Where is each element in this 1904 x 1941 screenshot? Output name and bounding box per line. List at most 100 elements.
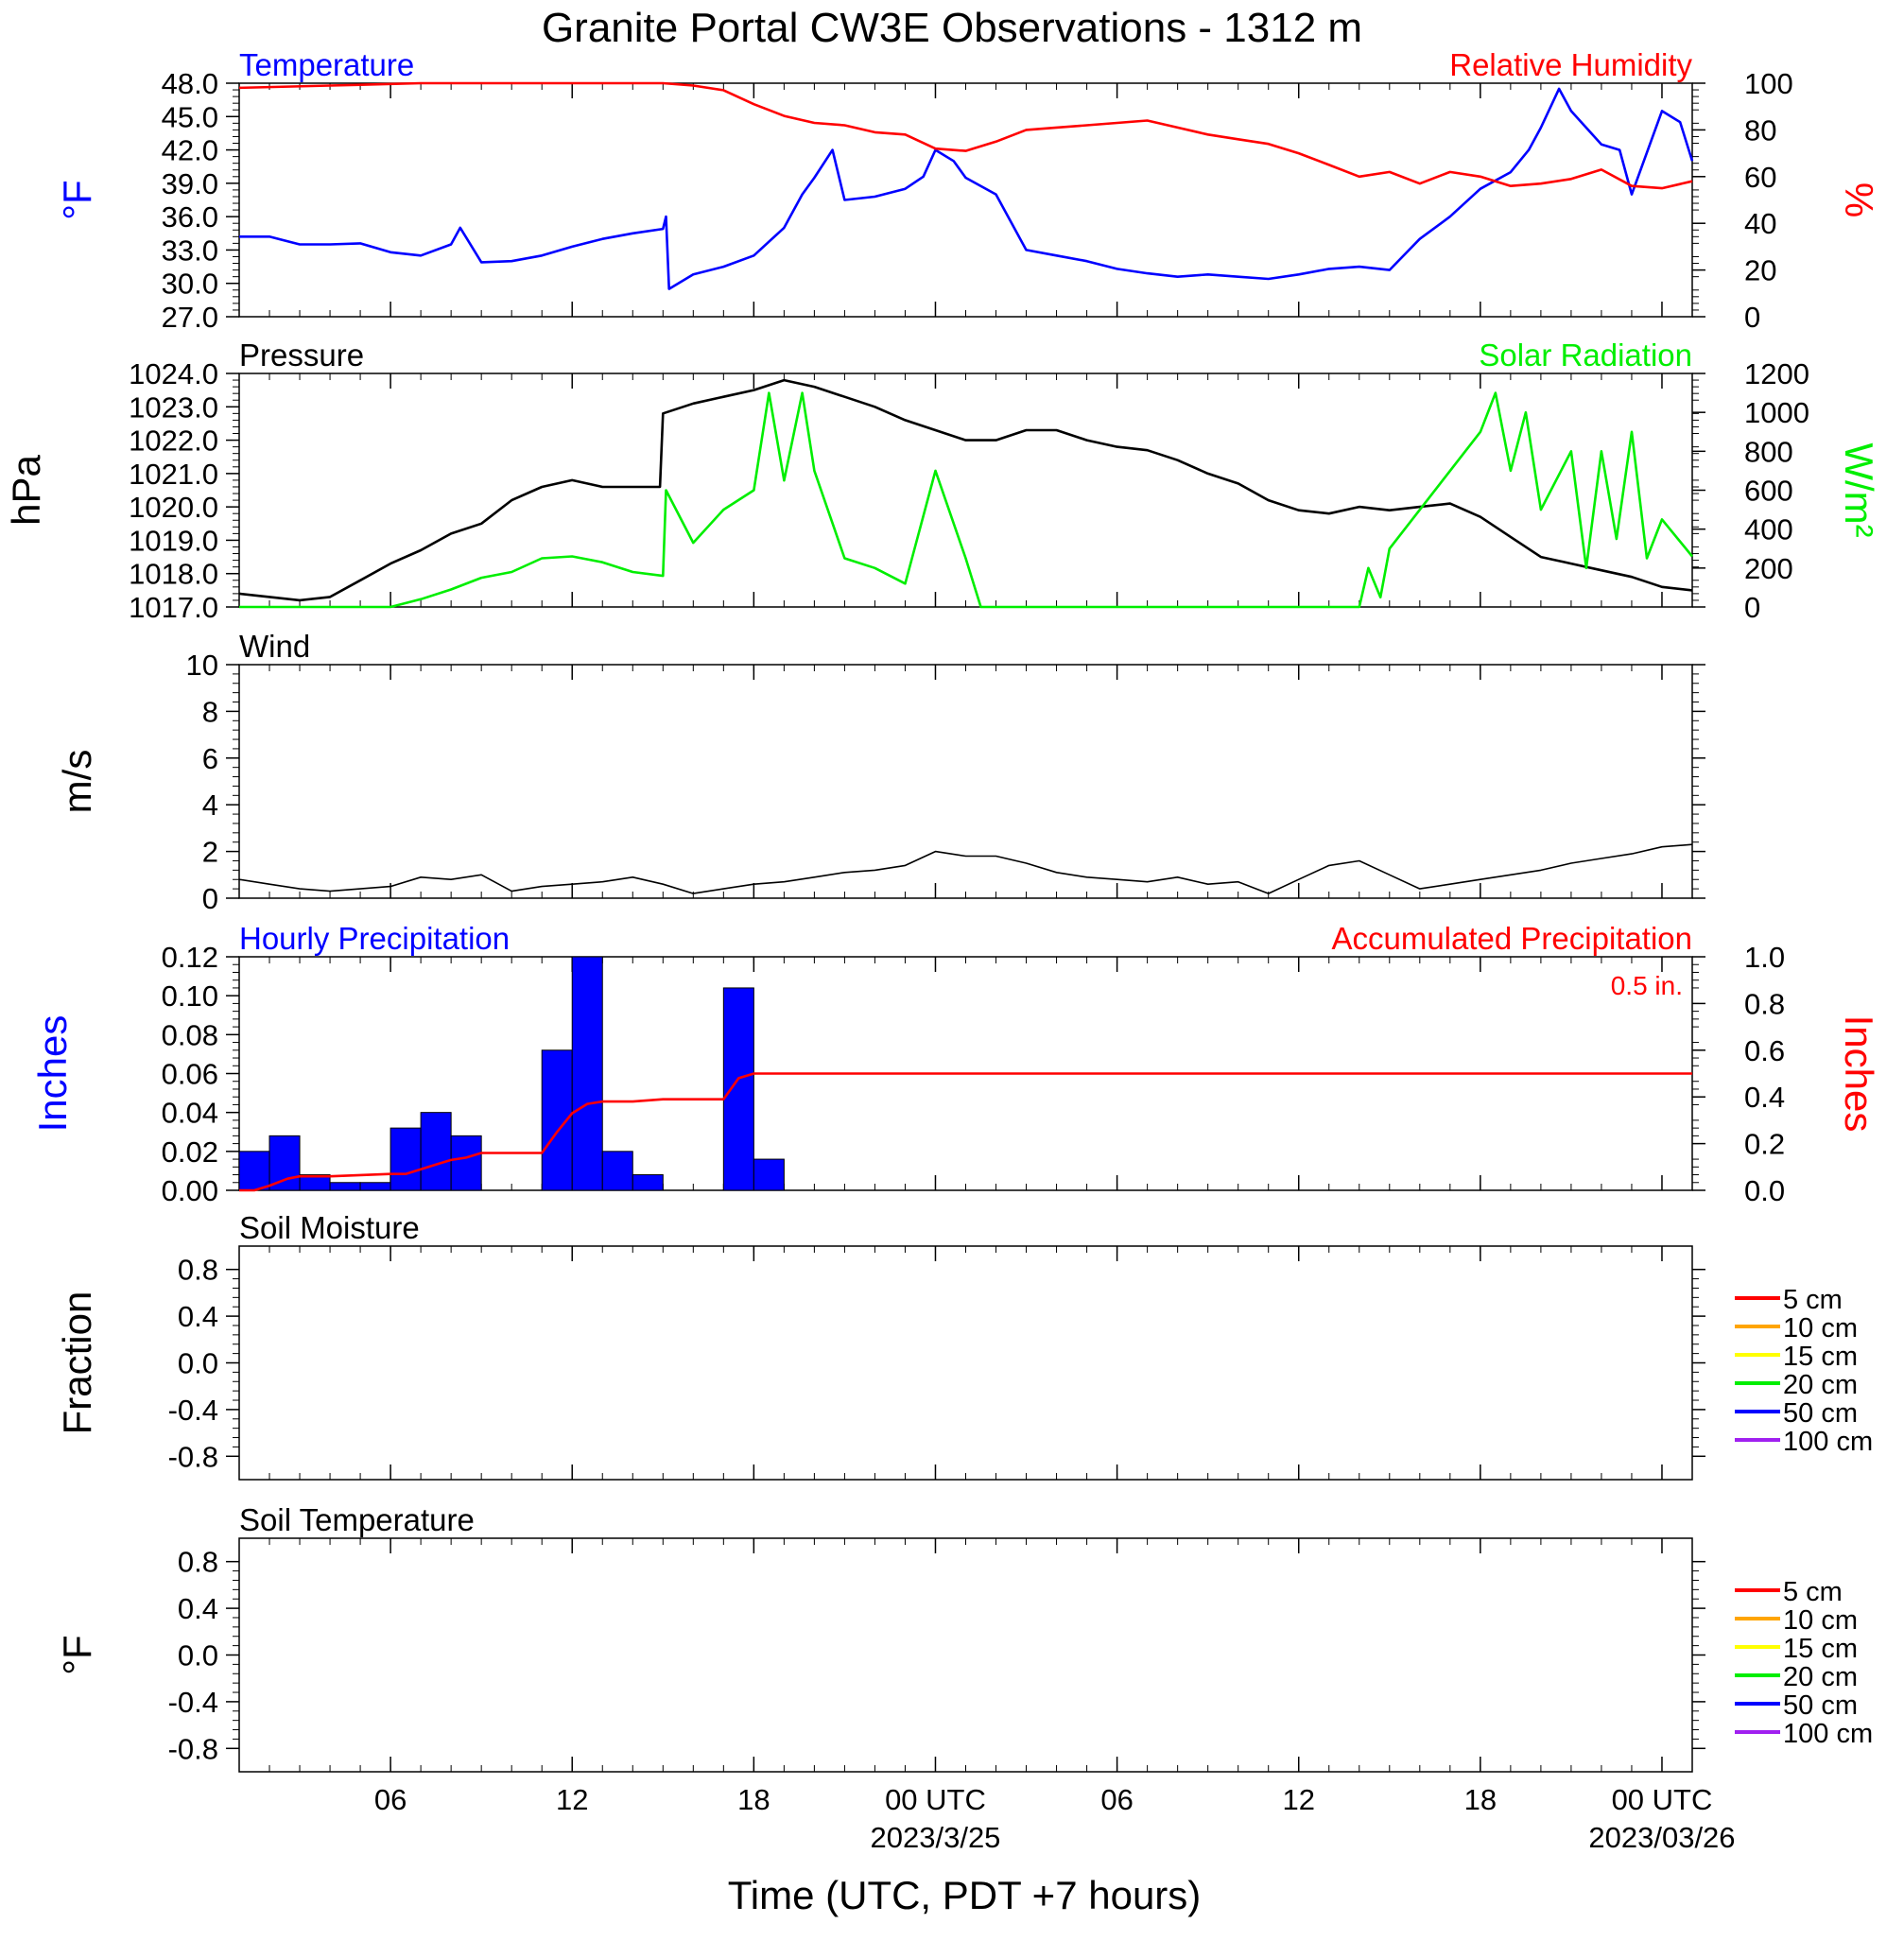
y-left-tick-label: 0.06 xyxy=(162,1058,218,1091)
y-left-tick-label: -0.8 xyxy=(168,1732,218,1765)
y-axis-label-left: m/s xyxy=(55,750,99,814)
y-left-tick-label: 1023.0 xyxy=(129,390,218,424)
x-tick-label: 12 xyxy=(1282,1783,1314,1816)
y-right-tick-label: 100 xyxy=(1744,67,1793,100)
y-right-tick-label: 400 xyxy=(1744,513,1793,546)
plot-frame xyxy=(238,82,1693,318)
y-left-tick-label: 1020.0 xyxy=(129,491,218,524)
y-right-tick-label: 200 xyxy=(1744,552,1793,585)
x-tick-label: 06 xyxy=(374,1783,407,1816)
panel-title-left: Soil Temperature xyxy=(239,1502,475,1537)
y-right-tick-label: 1000 xyxy=(1744,396,1809,429)
y-left-tick-label: 48.0 xyxy=(162,67,218,100)
precip-bar xyxy=(389,1127,422,1191)
y-left-tick-label: 0.00 xyxy=(162,1174,218,1207)
y-left-tick-label: 0.12 xyxy=(162,941,218,974)
precip-bar xyxy=(238,1151,270,1191)
y-left-tick-label: 0.10 xyxy=(162,979,218,1013)
legend-label: 15 cm xyxy=(1783,1342,1858,1372)
x-tick-label: 00 UTC xyxy=(1612,1783,1713,1816)
legend-label: 10 cm xyxy=(1783,1313,1858,1343)
y-right-tick-label: 0 xyxy=(1744,591,1760,624)
y-left-tick-label: 42.0 xyxy=(162,134,218,167)
legend-label: 5 cm xyxy=(1783,1285,1843,1315)
series-line-accumulated-precipitation xyxy=(239,1072,1692,1192)
y-left-tick-label: 33.0 xyxy=(162,234,218,267)
y-axis-label-left: °F xyxy=(55,1635,99,1674)
precip-bar xyxy=(359,1182,391,1191)
legend-label: 50 cm xyxy=(1783,1398,1858,1429)
y-right-tick-label: 40 xyxy=(1744,207,1776,240)
plot-frame xyxy=(238,1537,1693,1773)
panel-title-left: Pressure xyxy=(239,338,364,373)
y-right-tick-label: 0.2 xyxy=(1744,1128,1785,1161)
y-left-tick-label: 0.08 xyxy=(162,1018,218,1051)
y-right-tick-label: 60 xyxy=(1744,161,1776,194)
y-left-tick-label: -0.4 xyxy=(168,1686,218,1719)
precip-bar xyxy=(722,987,754,1191)
y-left-tick-label: -0.4 xyxy=(168,1394,218,1427)
series-line-temperature xyxy=(239,87,1694,290)
legend-label: 15 cm xyxy=(1783,1634,1858,1664)
y-right-tick-label: 0.6 xyxy=(1744,1034,1785,1067)
y-right-tick-label: 800 xyxy=(1744,435,1793,468)
y-right-tick-label: 80 xyxy=(1744,113,1776,147)
y-left-tick-label: 0.0 xyxy=(178,1639,218,1672)
precip-bar xyxy=(450,1135,482,1191)
accumulation-annotation: 0.5 in. xyxy=(1611,971,1683,1000)
panel-precip: 0.00 0.02 0.04 0.06 0.08 0.10 0.12 0.0 0.2 0.4 0.6… xyxy=(30,921,1881,1207)
y-axis-label-left: °F xyxy=(55,180,99,219)
y-left-tick-label: 2 xyxy=(202,836,218,869)
y-right-tick-label: 0 xyxy=(1744,301,1760,334)
panel-soil_moisture: -0.8 -0.4 0.0 0.4 0.8 Soil Moisture Fraction 5 … xyxy=(55,1210,1873,1481)
y-left-tick-label: 4 xyxy=(202,789,218,822)
panel-wind: 0 2 4 6 8 10 Wind m/s xyxy=(55,629,1705,915)
y-left-tick-label: 0 xyxy=(202,882,218,915)
y-axis-label-left: hPa xyxy=(4,454,48,525)
y-axis-label-right: Inches xyxy=(1837,1015,1881,1133)
y-right-tick-label: 1200 xyxy=(1744,357,1809,390)
x-tick-label: 06 xyxy=(1100,1783,1133,1816)
x-tick-label: 00 UTC xyxy=(885,1783,986,1816)
x-tick-date: 2023/3/25 xyxy=(871,1821,1001,1854)
y-right-tick-label: 0.0 xyxy=(1744,1174,1785,1207)
x-tick-label: 12 xyxy=(556,1783,588,1816)
y-left-tick-label: 1021.0 xyxy=(129,458,218,491)
panel-title-right: Relative Humidity xyxy=(1449,47,1692,82)
y-left-tick-label: 1022.0 xyxy=(129,425,218,458)
precip-bar xyxy=(329,1182,361,1191)
series-line-solar-radiation xyxy=(239,391,1694,609)
y-left-tick-label: 0.8 xyxy=(178,1254,218,1287)
y-left-tick-label: 10 xyxy=(186,649,218,682)
y-right-tick-label: 20 xyxy=(1744,254,1776,287)
legend-label: 20 cm xyxy=(1783,1370,1858,1400)
panel-title-left: Hourly Precipitation xyxy=(239,921,510,956)
y-axis-label-right: % xyxy=(1837,182,1881,217)
y-left-tick-label: 27.0 xyxy=(162,301,218,334)
panel-title-left: Soil Moisture xyxy=(239,1210,420,1245)
y-right-tick-label: 1.0 xyxy=(1744,941,1785,974)
y-left-tick-label: 0.4 xyxy=(178,1300,218,1333)
y-right-tick-label: 0.4 xyxy=(1744,1081,1785,1114)
y-left-tick-label: 0.04 xyxy=(162,1097,218,1130)
x-tick-label: 18 xyxy=(737,1783,770,1816)
y-axis-label-left: Fraction xyxy=(55,1291,99,1435)
series-line-relative-humidity xyxy=(238,81,1693,190)
precip-bar xyxy=(268,1135,301,1191)
plot-frame xyxy=(238,1245,1693,1481)
x-tick-label: 18 xyxy=(1464,1783,1497,1816)
panel-temp_rh: 27.030.033.036.039.042.045.048.0 0 20 40 60 8… xyxy=(55,47,1881,334)
y-axis-label-right: W/m² xyxy=(1837,442,1881,537)
legend-label: 50 cm xyxy=(1783,1690,1858,1721)
precip-bar xyxy=(571,956,603,1191)
y-left-tick-label: 0.0 xyxy=(178,1347,218,1380)
legend-label: 100 cm xyxy=(1783,1719,1873,1749)
legend-label: 10 cm xyxy=(1783,1605,1858,1636)
y-axis-label-left: Inches xyxy=(30,1015,75,1133)
y-left-tick-label: 0.02 xyxy=(162,1135,218,1169)
y-left-tick-label: 1024.0 xyxy=(129,357,218,390)
figure-title: Granite Portal CW3E Observations - 1312 … xyxy=(542,5,1362,51)
